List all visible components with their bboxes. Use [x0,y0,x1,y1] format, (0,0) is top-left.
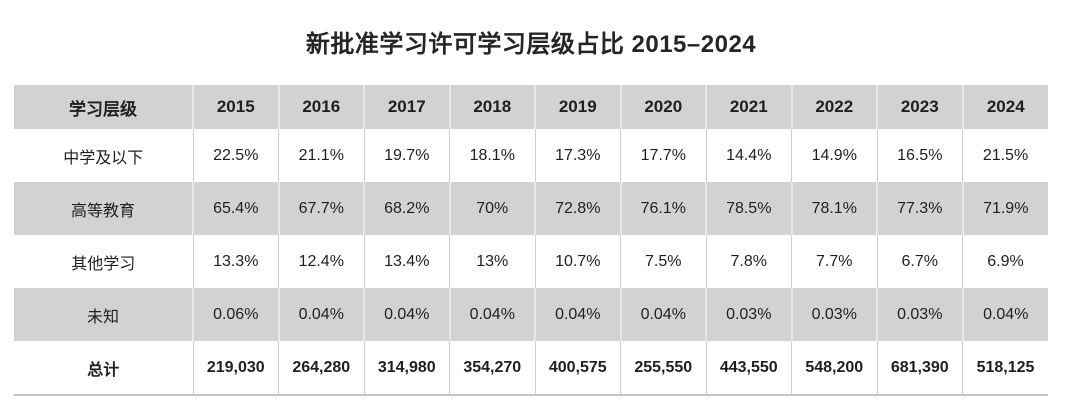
row-label: 未知 [14,288,193,341]
cell-value: 7.8% [705,235,792,288]
cell-value: 7.7% [791,235,877,288]
cell-value: 0.04% [961,288,1048,341]
table-row-total: 总计 219,030 264,280 314,980 354,270 400,5… [14,341,1048,396]
column-header-study-level: 学习层级 [14,85,193,129]
cell-value: 0.04% [277,288,364,341]
cell-value: 0.04% [619,288,706,341]
cell-value: 12.4% [278,235,364,288]
cell-value: 68.2% [363,182,450,235]
cell-value: 17.3% [534,129,621,182]
cell-value: 13.3% [192,235,279,288]
cell-value: 13.4% [363,235,450,288]
column-header-2017: 2017 [363,85,450,129]
cell-value: 16.5% [876,129,963,182]
cell-value: 6.9% [962,235,1048,288]
cell-value: 7.5% [620,235,706,288]
cell-value: 78.5% [705,182,792,235]
row-label: 高等教育 [14,182,193,235]
table-row-secondary-and-below: 中学及以下 22.5% 21.1% 19.7% 18.1% 17.3% 17.7… [14,129,1048,182]
table-row-other-studies: 其他学习 13.3% 12.4% 13.4% 13% 10.7% 7.5% 7.… [14,235,1048,288]
column-header-2024: 2024 [961,85,1048,129]
study-level-table: 学习层级 2015 2016 2017 2018 2019 2020 2021 … [14,85,1048,396]
cell-value: 264,280 [278,341,364,396]
table-header-row: 学习层级 2015 2016 2017 2018 2019 2020 2021 … [14,85,1048,129]
cell-value: 0.04% [534,288,621,341]
cell-value: 78.1% [790,182,877,235]
cell-value: 0.03% [705,288,792,341]
cell-value: 19.7% [363,129,450,182]
cell-value: 14.4% [705,129,792,182]
cell-value: 219,030 [192,341,279,396]
table-row-higher-education: 高等教育 65.4% 67.7% 68.2% 70% 72.8% 76.1% 7… [14,182,1048,235]
column-header-2020: 2020 [619,85,706,129]
cell-value: 255,550 [620,341,706,396]
cell-value: 681,390 [876,341,963,396]
row-label: 其他学习 [14,235,193,288]
column-header-2016: 2016 [277,85,364,129]
column-header-2021: 2021 [705,85,792,129]
column-header-2023: 2023 [876,85,963,129]
cell-value: 0.04% [448,288,535,341]
cell-value: 443,550 [705,341,792,396]
cell-value: 548,200 [791,341,877,396]
cell-value: 14.9% [791,129,877,182]
cell-value: 21.5% [962,129,1048,182]
cell-value: 0.04% [363,288,450,341]
column-header-2018: 2018 [448,85,535,129]
cell-value: 70% [448,182,535,235]
cell-value: 18.1% [449,129,535,182]
cell-value: 13% [449,235,535,288]
page-title: 新批准学习许可学习层级占比 2015–2024 [305,31,757,58]
cell-value: 17.7% [620,129,706,182]
cell-value: 518,125 [962,341,1048,396]
column-header-2019: 2019 [534,85,621,129]
cell-value: 0.06% [192,288,279,341]
cell-value: 0.03% [790,288,877,341]
cell-value: 0.03% [876,288,963,341]
cell-value: 77.3% [876,182,963,235]
column-header-2015: 2015 [192,85,279,129]
cell-value: 22.5% [192,129,279,182]
cell-value: 71.9% [961,182,1048,235]
column-header-2022: 2022 [790,85,877,129]
row-label: 总计 [14,341,193,396]
cell-value: 21.1% [278,129,364,182]
cell-value: 354,270 [449,341,535,396]
cell-value: 10.7% [534,235,621,288]
cell-value: 65.4% [192,182,279,235]
row-label: 中学及以下 [14,129,193,182]
cell-value: 76.1% [619,182,706,235]
cell-value: 400,575 [534,341,621,396]
cell-value: 6.7% [876,235,963,288]
cell-value: 72.8% [534,182,621,235]
table-row-unknown: 未知 0.06% 0.04% 0.04% 0.04% 0.04% 0.04% 0… [14,288,1048,341]
cell-value: 67.7% [277,182,364,235]
cell-value: 314,980 [363,341,450,396]
